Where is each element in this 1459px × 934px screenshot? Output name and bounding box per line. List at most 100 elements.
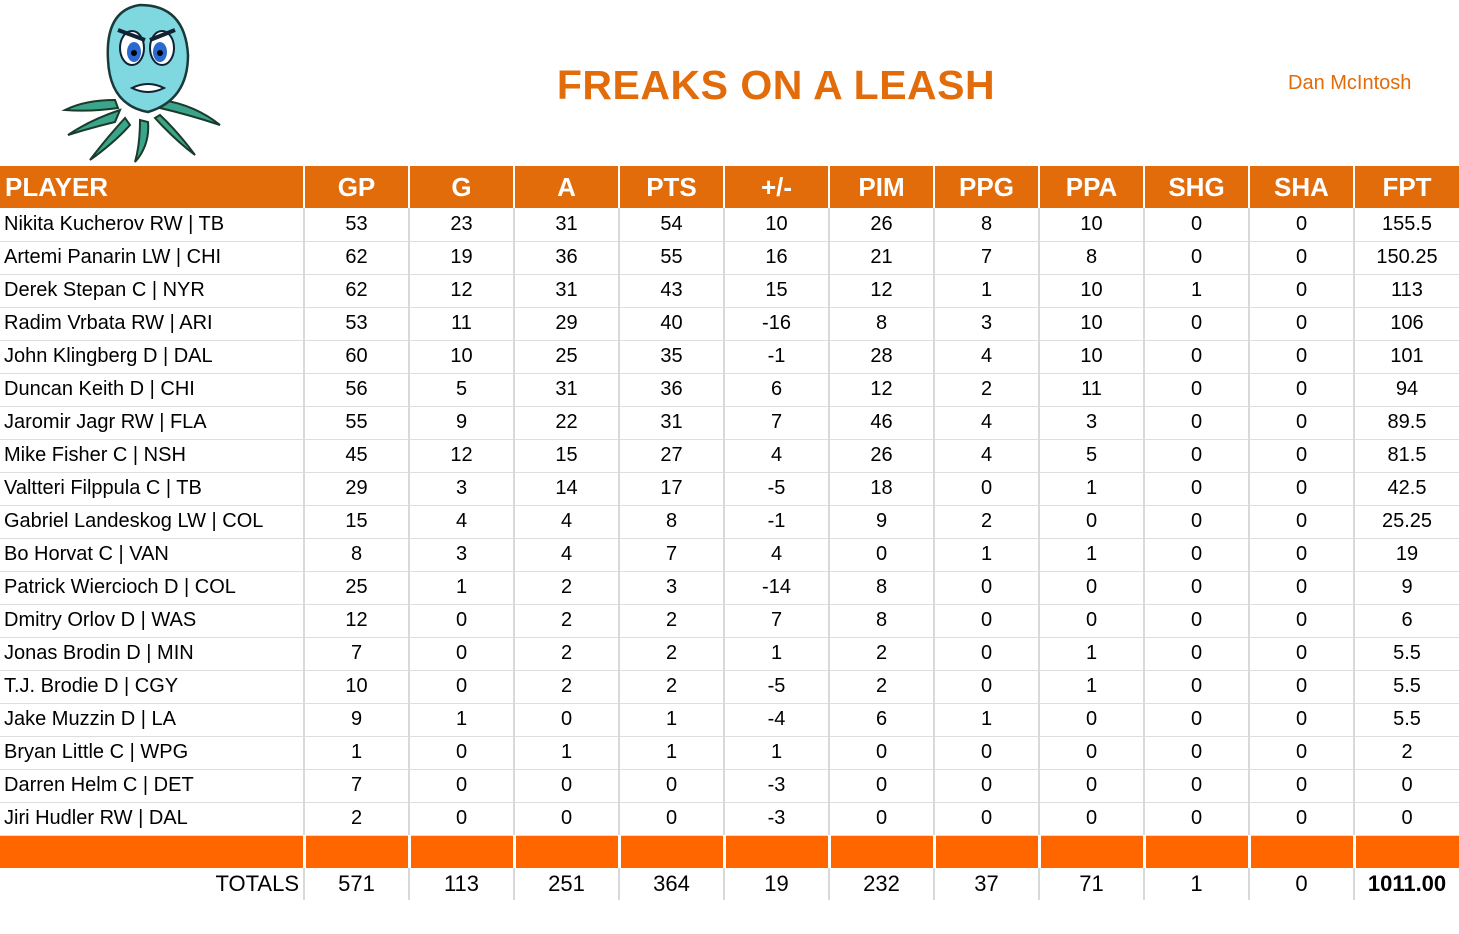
stat-cell: 12 bbox=[828, 373, 934, 407]
stat-cell: 0 bbox=[1248, 736, 1354, 770]
stat-cell: 31 bbox=[513, 274, 619, 308]
stat-cell: 2 bbox=[513, 670, 619, 704]
stat-cell: 0 bbox=[1248, 802, 1354, 836]
stat-cell: 10 bbox=[1038, 208, 1144, 242]
stat-cell: 4 bbox=[513, 505, 619, 539]
stat-cell: 0 bbox=[1248, 472, 1354, 506]
stat-cell: 53 bbox=[303, 208, 409, 242]
player-name: Jaromir Jagr RW | FLA bbox=[0, 406, 304, 440]
stat-cell: 1 bbox=[1038, 472, 1144, 506]
separator-cell bbox=[1037, 835, 1144, 868]
stat-cell: 1 bbox=[1038, 538, 1144, 572]
stat-cell: -1 bbox=[723, 505, 829, 539]
stat-cell: 26 bbox=[828, 439, 934, 473]
player-name: Nikita Kucherov RW | TB bbox=[0, 208, 304, 242]
stat-cell: 81.5 bbox=[1353, 439, 1459, 473]
stat-cell: 0 bbox=[933, 604, 1039, 638]
stat-cell: 1 bbox=[408, 571, 514, 605]
separator-cell bbox=[1142, 835, 1249, 868]
player-name: Artemi Panarin LW | CHI bbox=[0, 241, 304, 275]
stat-cell: 19 bbox=[1353, 538, 1459, 572]
stat-cell: 0 bbox=[618, 769, 724, 803]
stat-cell: 1 bbox=[1038, 637, 1144, 671]
stat-cell: 2 bbox=[828, 670, 934, 704]
stat-cell: 2 bbox=[303, 802, 409, 836]
stat-cell: 15 bbox=[723, 274, 829, 308]
stat-cell: 0 bbox=[828, 538, 934, 572]
stat-cell: 0 bbox=[1143, 505, 1249, 539]
stat-cell: 3 bbox=[933, 307, 1039, 341]
stat-cell: 0 bbox=[1143, 703, 1249, 737]
stat-cell: 155.5 bbox=[1353, 208, 1459, 242]
stat-cell: 8 bbox=[303, 538, 409, 572]
stat-cell: 10 bbox=[1038, 307, 1144, 341]
stat-cell: 0 bbox=[408, 604, 514, 638]
stat-cell: 0 bbox=[1248, 703, 1354, 737]
table-row: John Klingberg D | DAL 60 10 25 35 -1 28 4 10 0 0 1… bbox=[0, 340, 1459, 374]
table-row: Jaromir Jagr RW | FLA 55 9 22 31 7 46 4 3 0 0 89.5 bbox=[0, 406, 1459, 440]
stat-cell: 0 bbox=[1143, 604, 1249, 638]
player-name: T.J. Brodie D | CGY bbox=[0, 670, 304, 704]
player-name: Mike Fisher C | NSH bbox=[0, 439, 304, 473]
stat-cell: 12 bbox=[408, 439, 514, 473]
stat-cell: 0 bbox=[1143, 208, 1249, 242]
stat-cell: 55 bbox=[618, 241, 724, 275]
stat-cell: 0 bbox=[933, 637, 1039, 671]
separator-band bbox=[0, 835, 1459, 868]
stat-cell: 1 bbox=[408, 703, 514, 737]
stat-cell: 4 bbox=[933, 406, 1039, 440]
table-row: Duncan Keith D | CHI 56 5 31 36 6 12 2 11 0 0 94 bbox=[0, 373, 1459, 407]
stat-cell: 54 bbox=[618, 208, 724, 242]
stat-cell: 0 bbox=[1143, 571, 1249, 605]
stat-cell: 0 bbox=[1248, 373, 1354, 407]
stat-cell: 10 bbox=[723, 208, 829, 242]
stat-cell: 1 bbox=[723, 736, 829, 770]
stat-cell: 19 bbox=[408, 241, 514, 275]
stat-cell: 2 bbox=[618, 670, 724, 704]
stat-cell: 2 bbox=[513, 637, 619, 671]
stat-cell: 0 bbox=[1248, 670, 1354, 704]
stat-cell: 94 bbox=[1353, 373, 1459, 407]
stat-cell: 0 bbox=[1143, 472, 1249, 506]
player-name: Jonas Brodin D | MIN bbox=[0, 637, 304, 671]
stat-cell: 0 bbox=[408, 736, 514, 770]
total-cell: 0 bbox=[1248, 868, 1354, 900]
stat-cell: 0 bbox=[828, 769, 934, 803]
stat-cell: 0 bbox=[1038, 736, 1144, 770]
stat-cell: 46 bbox=[828, 406, 934, 440]
stat-cell: 3 bbox=[618, 571, 724, 605]
stat-cell: 2 bbox=[933, 505, 1039, 539]
stat-cell: 0 bbox=[1248, 505, 1354, 539]
separator-cell bbox=[407, 835, 514, 868]
stat-cell: 3 bbox=[408, 472, 514, 506]
stat-cell: 25.25 bbox=[1353, 505, 1459, 539]
stat-cell: 0 bbox=[1143, 373, 1249, 407]
stat-cell: 0 bbox=[933, 670, 1039, 704]
separator-cell bbox=[0, 835, 304, 868]
stat-cell: 0 bbox=[1248, 769, 1354, 803]
stat-cell: 0 bbox=[1143, 670, 1249, 704]
stat-cell: 0 bbox=[513, 769, 619, 803]
player-name: Dmitry Orlov D | WAS bbox=[0, 604, 304, 638]
stat-cell: 8 bbox=[828, 307, 934, 341]
stat-cell: 2 bbox=[933, 373, 1039, 407]
stat-cell: 1 bbox=[933, 538, 1039, 572]
column-header-pim: PIM bbox=[828, 166, 934, 208]
stat-cell: 0 bbox=[933, 769, 1039, 803]
column-header-plus-minus: +/- bbox=[723, 166, 829, 208]
table-row: Darren Helm C | DET 7 0 0 0 -3 0 0 0 0 0 0 bbox=[0, 769, 1459, 803]
stat-cell: 0 bbox=[828, 736, 934, 770]
stat-cell: 0 bbox=[933, 571, 1039, 605]
column-header-ppg: PPG bbox=[933, 166, 1039, 208]
stat-cell: 3 bbox=[1038, 406, 1144, 440]
stat-cell: 0 bbox=[408, 637, 514, 671]
stat-cell: 0 bbox=[408, 802, 514, 836]
total-cell: 571 bbox=[303, 868, 409, 900]
stat-cell: 106 bbox=[1353, 307, 1459, 341]
stat-cell: -3 bbox=[723, 802, 829, 836]
stat-cell: 0 bbox=[828, 802, 934, 836]
stat-cell: -16 bbox=[723, 307, 829, 341]
stat-cell: 0 bbox=[1248, 241, 1354, 275]
table-row: Bo Horvat C | VAN 8 3 4 7 4 0 1 1 0 0 19 bbox=[0, 538, 1459, 572]
stat-cell: 18 bbox=[828, 472, 934, 506]
